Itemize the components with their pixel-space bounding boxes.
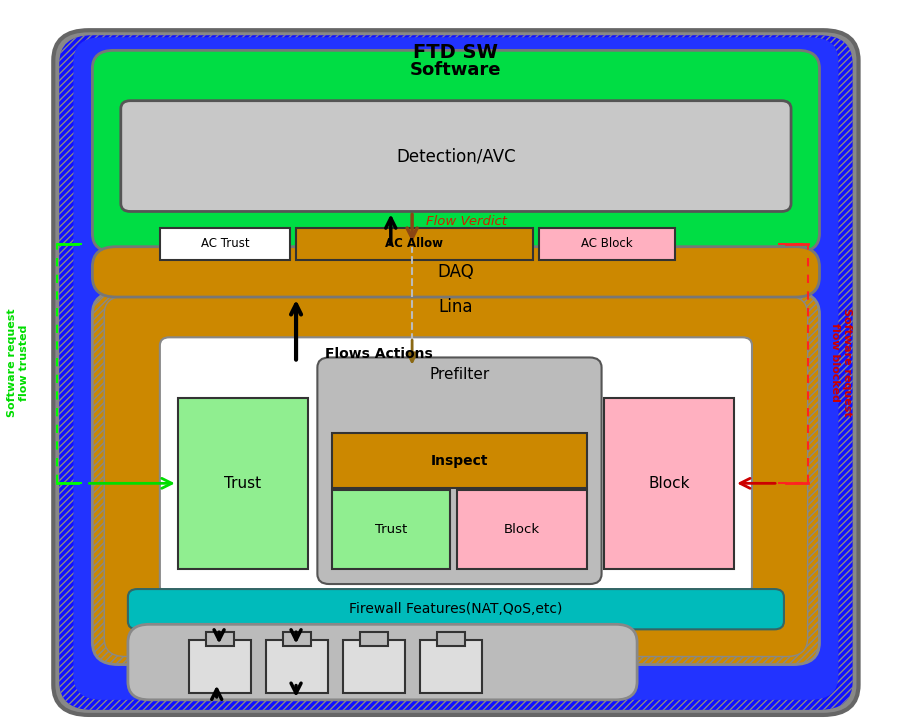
- FancyBboxPatch shape: [104, 296, 807, 657]
- Bar: [266, 640, 328, 693]
- Bar: [360, 632, 389, 647]
- Bar: [457, 490, 588, 569]
- Bar: [437, 632, 465, 647]
- FancyBboxPatch shape: [121, 101, 791, 212]
- Text: Flows Actions: Flows Actions: [325, 347, 433, 362]
- Bar: [420, 640, 482, 693]
- FancyBboxPatch shape: [160, 337, 752, 594]
- Bar: [206, 632, 235, 647]
- Bar: [283, 632, 311, 647]
- FancyBboxPatch shape: [74, 37, 839, 700]
- FancyBboxPatch shape: [53, 30, 859, 715]
- FancyBboxPatch shape: [128, 624, 637, 700]
- Bar: [539, 228, 675, 260]
- FancyBboxPatch shape: [59, 36, 852, 710]
- Text: AC Trust: AC Trust: [201, 237, 249, 250]
- Text: Lina: Lina: [438, 298, 473, 316]
- Text: Software: Software: [410, 62, 501, 80]
- Text: Detection/AVC: Detection/AVC: [396, 147, 516, 165]
- Text: DAQ: DAQ: [437, 263, 474, 281]
- Text: AC Allow: AC Allow: [385, 237, 444, 250]
- Text: Prefilter: Prefilter: [429, 367, 490, 382]
- Text: Block: Block: [648, 476, 689, 491]
- Text: Flow Verdict: Flow Verdict: [427, 215, 508, 228]
- Text: Block: Block: [504, 523, 540, 536]
- Text: Software request
flow trusted: Software request flow trusted: [7, 308, 29, 417]
- Bar: [604, 398, 734, 569]
- FancyBboxPatch shape: [93, 247, 820, 297]
- Bar: [177, 398, 308, 569]
- Bar: [296, 228, 533, 260]
- FancyBboxPatch shape: [128, 589, 784, 629]
- Text: Trust: Trust: [374, 523, 407, 536]
- Bar: [190, 640, 251, 693]
- Text: AC Block: AC Block: [580, 237, 632, 250]
- Bar: [331, 433, 588, 489]
- Bar: [331, 490, 450, 569]
- Text: Inspect: Inspect: [431, 454, 488, 468]
- Text: Trust: Trust: [224, 476, 261, 491]
- Bar: [344, 640, 405, 693]
- FancyBboxPatch shape: [93, 292, 820, 665]
- Text: Firewall Features(NAT,QoS,etc): Firewall Features(NAT,QoS,etc): [349, 602, 562, 616]
- Text: FTD SW: FTD SW: [413, 43, 499, 62]
- FancyBboxPatch shape: [318, 357, 601, 584]
- Bar: [160, 228, 290, 260]
- FancyBboxPatch shape: [93, 50, 820, 252]
- Text: Software request
flow blocked: Software request flow blocked: [830, 308, 851, 417]
